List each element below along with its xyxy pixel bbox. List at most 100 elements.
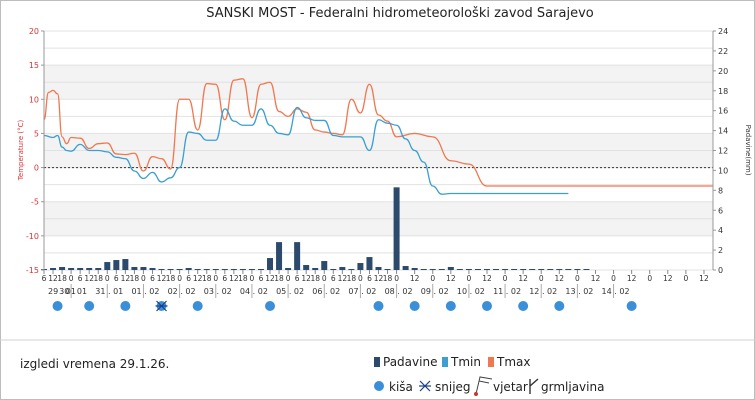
hour-label: 12 [591,274,601,283]
hour-label: 18 [130,274,140,283]
precip-bar [447,267,454,270]
x-axis: 6 12 18 0 6 12 18 0 6 12 18 0 6 12 18 0 6 12 18 0 6 12 18 0 6 12 1… [42,270,709,298]
right-tick-label: 24 [718,27,728,36]
day-label: 07 . 02 [348,287,376,296]
y2-axis-label: Padavine(mm) [744,125,752,176]
precip-bar [339,267,346,270]
hour-label: 6 [259,274,264,283]
precip-bar [149,268,156,270]
precip-bar [267,258,274,270]
hour-label: 12 [518,274,528,283]
hour-label: 6 [222,274,227,283]
day-label: 08 . 02 [385,287,413,296]
hour-label: 0 [430,274,435,283]
hour-label: 6 [150,274,155,283]
rain-day-icon [518,301,529,311]
precip-bar [511,269,518,270]
left-tick-label: 5 [34,129,39,138]
hour-label: 0 [358,274,363,283]
hour-label: 0 [647,274,652,283]
series-line-tmax [43,78,713,187]
hour-label: 12 [338,274,348,283]
hour-label: 6 [114,274,119,283]
hour-label: 0 [177,274,182,283]
hour-label: 0 [286,274,291,283]
hour-label: 12 [374,274,384,283]
left-tick-label: 0 [34,164,39,173]
hour-label: 18 [202,274,212,283]
precip-bar [438,269,445,270]
precip-bar [366,257,373,270]
precip-bar [158,269,165,270]
right-tick-label: 2 [718,246,723,255]
day-label: 14 . 02 [602,287,630,296]
precip-bar [411,268,418,270]
hour-label: 12 [84,274,94,283]
hour-label: 18 [166,274,176,283]
right-tick-label: 4 [718,226,723,235]
hour-label: 12 [229,274,239,283]
legend-label-padavine: Padavine [383,355,437,369]
right-tick-label: 6 [718,206,723,215]
day-label: 02 . 02 [168,287,196,296]
precip-bar [520,269,527,270]
day-label: 05 . 02 [276,287,304,296]
precip-bar [456,269,463,270]
precip-bar [538,269,545,270]
precip-bar [276,242,283,270]
weather-icons-row [52,300,637,312]
left-tick-label: -15 [26,266,39,275]
precip-bar [104,262,111,270]
hour-label: 12 [301,274,311,283]
precip-bar [68,268,75,270]
precip-bar [465,269,472,270]
day-label: 06 . 02 [312,287,340,296]
hour-label: 12 [627,274,637,283]
precip-bar [556,269,563,270]
hour-label: 12 [121,274,131,283]
hour-label: 0 [322,274,327,283]
hour-label: 0 [69,274,74,283]
precip-bar [483,269,490,270]
series-line-tmin [43,106,569,195]
precip-bar [321,261,328,270]
precip-bar [312,268,319,270]
hour-label: 6 [186,274,191,283]
hour-label: 0 [611,274,616,283]
precip-bar [502,269,509,270]
day-label: 13 . 02 [565,287,593,296]
hour-label: 6 [295,274,300,283]
precip-bar [239,269,246,270]
right-tick-label: 20 [718,67,728,76]
rain-day-icon [373,301,384,311]
precip-bar [574,269,581,270]
rain-day-icon [554,301,565,311]
precip-bar [113,260,120,270]
hour-label: 0 [503,274,508,283]
precip-bar [221,269,228,270]
precip-bar [294,242,301,270]
day-label: 12 . 02 [529,287,557,296]
right-tick-label: 8 [718,186,723,195]
hour-label: 6 [331,274,336,283]
hour-label: 0 [539,274,544,283]
legend-label-kisa: kiša [389,380,413,394]
day-label: 01 . 02 [131,287,159,296]
hour-label: 12 [157,274,167,283]
left-tick-label: 15 [29,61,39,70]
rain-day-icon [626,301,637,311]
precip-bar [583,269,590,270]
legend-label-tmin: Tmin [450,355,481,369]
rain-day-icon [409,301,420,311]
legend-label-vjetar: vjetar [493,380,528,394]
day-label: 10 . 02 [457,287,485,296]
day-label: 11 . 02 [493,287,521,296]
wind-icon [474,376,493,396]
hour-label: 0 [213,274,218,283]
chart-title: SANSKI MOST - Federalni hidrometeorološk… [206,6,593,21]
right-tick-label: 10 [718,166,728,175]
precip-bar [330,269,337,270]
precip-bar [185,268,192,270]
